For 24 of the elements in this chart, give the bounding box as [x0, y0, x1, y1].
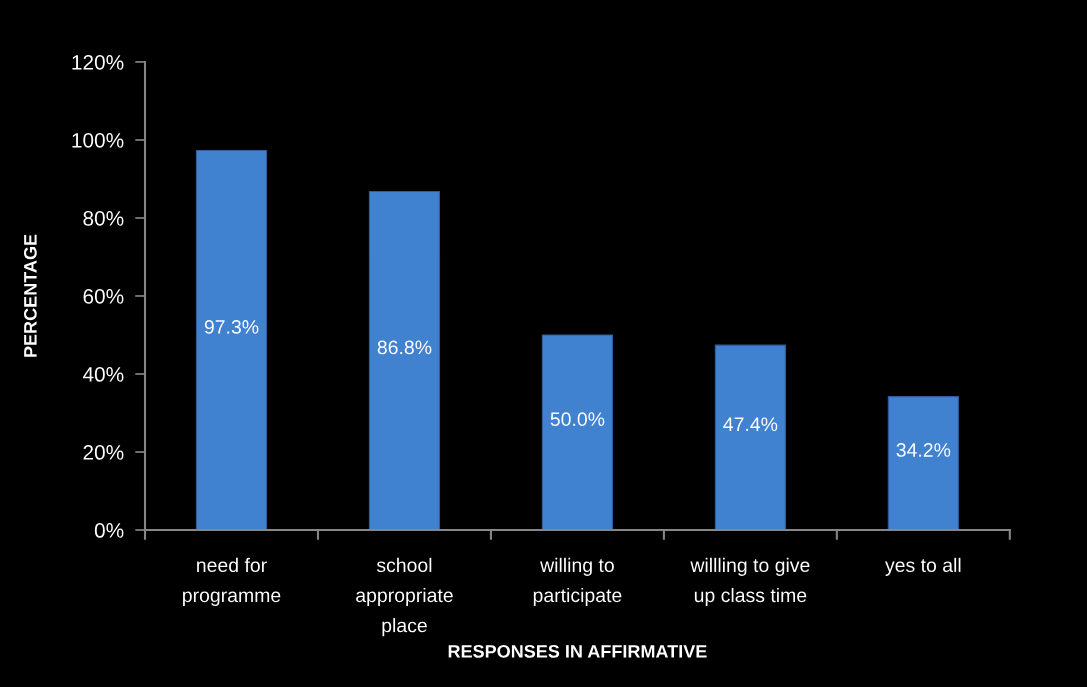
y-tick-label: 40%: [82, 367, 124, 382]
bar: [368, 190, 441, 531]
x-tick-label: willing to participate: [533, 557, 622, 607]
y-axis-title: PERCENTAGE: [23, 234, 37, 357]
x-tick-label: need for programme: [183, 557, 281, 607]
data-label: 86.8%: [377, 340, 432, 355]
data-label: 50.0%: [550, 412, 605, 427]
y-tick-label: 20%: [83, 445, 124, 460]
y-tick-label: 0%: [94, 523, 124, 538]
x-tick-label: yes to all: [885, 557, 961, 576]
data-label: 97.3%: [204, 320, 259, 334]
data-label: 34.2%: [896, 443, 951, 457]
bar: [195, 149, 268, 531]
x-axis-title: RESPONSES IN AFFIRMATIVE: [448, 644, 707, 658]
x-tick-label: willling to give up class time: [690, 557, 810, 607]
x-tick-label: school appropriate place: [356, 557, 453, 637]
y-tick-label: 100%: [72, 132, 124, 148]
y-tick-label: 80%: [83, 210, 124, 226]
bar: [541, 334, 613, 531]
y-tick-label: 120%: [72, 54, 124, 70]
data-label: 47.4%: [723, 417, 778, 432]
bar: [887, 396, 959, 531]
bar: [714, 344, 786, 531]
y-tick-label: 60%: [83, 289, 124, 304]
